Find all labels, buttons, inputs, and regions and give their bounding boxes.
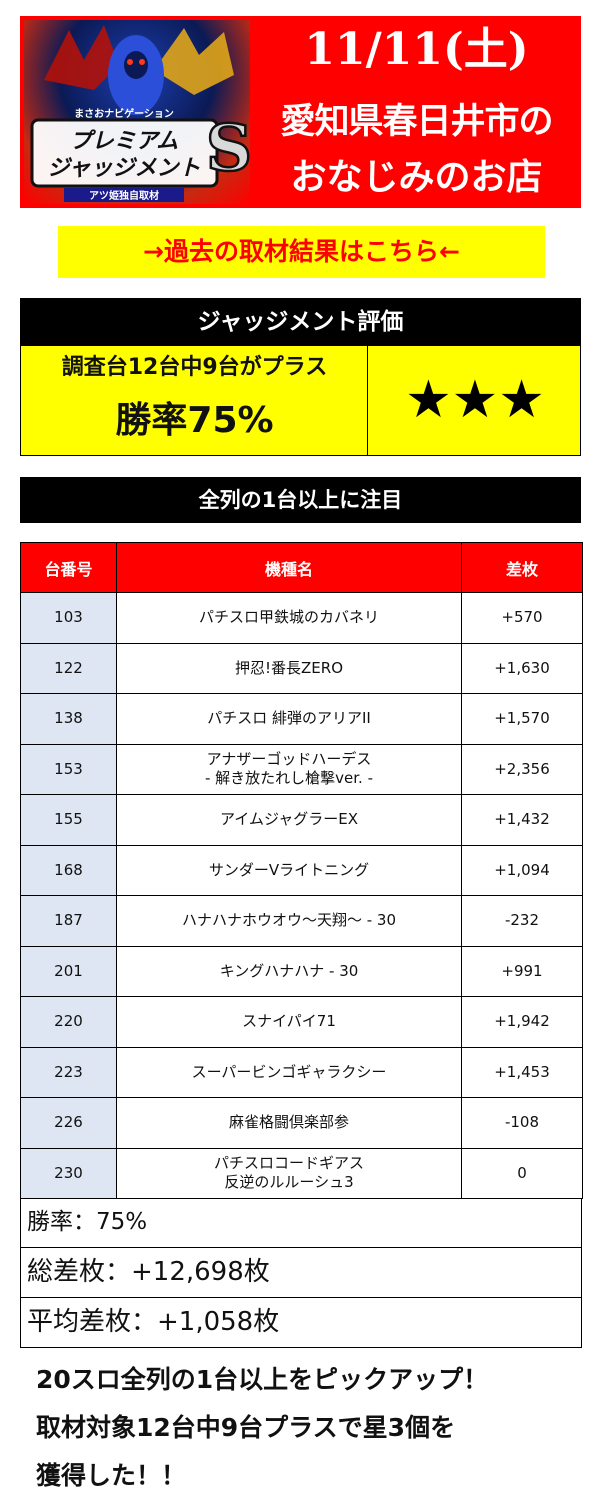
premium-judgment-logo: まさおナビゲーション プレミアム ジャッジメント S アツ姫独自取材 [24, 20, 250, 204]
footer-line-1: 20スロ全列の1台以上をピックアップ！ [36, 1365, 489, 1394]
coin-diff: +1,094 [461, 844, 583, 896]
coin-diff: +1,630 [461, 642, 583, 694]
star-rating-icon: ★★★ [405, 370, 545, 430]
coin-diff: +1,432 [461, 794, 583, 846]
machine-number: 220 [20, 996, 117, 1048]
table-row: 223 スーパービンゴギャラクシー +1,453 [20, 1046, 583, 1098]
machine-name-line1: パチスロコードギアス [213, 1154, 364, 1173]
header-machine-number: 台番号 [20, 542, 117, 593]
header-machine-name: 機種名 [116, 542, 462, 593]
machine-number: 103 [20, 592, 117, 644]
machine-number: 168 [20, 844, 117, 896]
footer-line-2: 取材対象12台中9台プラスで星3個を [36, 1413, 456, 1442]
machine-name: パチスロコードギアス 反逆のルルーシュ3 [116, 1147, 462, 1199]
machine-number: 122 [20, 642, 117, 694]
logo-small-text: まさおナビゲーション [74, 107, 174, 120]
machine-name-line2: - 解き放たれし槍撃ver. - [204, 769, 374, 788]
machine-name: 押忍!番長ZERO [116, 642, 462, 694]
machine-name: キングハナハナ - 30 [116, 945, 462, 997]
machine-name-line2: 反逆のルルーシュ3 [224, 1173, 354, 1192]
logo-title-2: ジャッジメント [48, 156, 201, 181]
machine-number: 153 [20, 743, 117, 795]
coin-diff: +1,453 [461, 1046, 583, 1098]
coin-diff: -108 [461, 1097, 583, 1149]
logo-s-mark: S [206, 111, 250, 186]
machine-name: パチスロ甲鉄城のカバネリ [116, 592, 462, 644]
summary-total-diff: 総差枚：+12,698枚 [20, 1248, 582, 1298]
machine-name: アナザーゴッドハーデス - 解き放たれし槍撃ver. - [116, 743, 462, 795]
machine-name: スーパービンゴギャラクシー [116, 1046, 462, 1098]
past-results-link[interactable]: →過去の取材結果はこちら← [58, 226, 545, 278]
table-row: 155 アイムジャグラーEX +1,432 [20, 794, 583, 846]
machine-number: 201 [20, 945, 117, 997]
event-date: 11/11(土) [304, 24, 529, 75]
header-diff: 差枚 [461, 542, 583, 593]
machine-name-line1: アナザーゴッドハーデス [206, 750, 372, 769]
machine-number: 187 [20, 895, 117, 947]
coin-diff: +2,356 [461, 743, 583, 795]
summary-win-rate: 勝率：75% [20, 1198, 582, 1248]
machine-name: 麻雀格闘倶楽部参 [116, 1097, 462, 1149]
logo-artwork: まさおナビゲーション プレミアム ジャッジメント S アツ姫独自取材 [30, 25, 250, 202]
machine-number: 155 [20, 794, 117, 846]
coin-diff: +991 [461, 945, 583, 997]
footer-line-3: 獲得した！！ [36, 1461, 187, 1490]
machine-name: パチスロ 緋弾のアリアII [116, 693, 462, 745]
table-row: 168 サンダーVライトニング +1,094 [20, 844, 583, 896]
table-row: 138 パチスロ 緋弾のアリアII +1,570 [20, 693, 583, 745]
summary-average-diff: 平均差枚：+1,058枚 [20, 1298, 582, 1348]
machine-number: 138 [20, 693, 117, 745]
coin-diff: +1,570 [461, 693, 583, 745]
machine-number: 230 [20, 1147, 117, 1199]
evaluation-box: 調査台12台中9台がプラス 勝率75% ★★★ [20, 346, 581, 456]
coin-diff: +1,942 [461, 996, 583, 1048]
logo-subtitle: アツ姫独自取材 [89, 189, 159, 202]
evaluation-summary: 調査台12台中9台がプラス 勝率75% [21, 346, 368, 455]
table-row: 122 押忍!番長ZERO +1,630 [20, 642, 583, 694]
coin-diff: -232 [461, 895, 583, 947]
store-line: おなじみのお店 [290, 157, 543, 198]
table-row: 220 スナイパイ71 +1,942 [20, 996, 583, 1048]
coin-diff: 0 [461, 1147, 583, 1199]
table-row: 226 麻雀格闘倶楽部参 -108 [20, 1097, 583, 1149]
machine-name: ハナハナホウオウ～天翔～ - 30 [116, 895, 462, 947]
table-header-row: 台番号 機種名 差枚 [20, 542, 583, 593]
location-line: 愛知県春日井市の [280, 102, 553, 142]
table-row: 103 パチスロ甲鉄城のカバネリ +570 [20, 592, 583, 644]
table-row: 230 パチスロコードギアス 反逆のルルーシュ3 0 [20, 1147, 583, 1199]
evaluation-plus-count: 調査台12台中9台がプラス [61, 355, 328, 380]
machine-number: 226 [20, 1097, 117, 1149]
table-row: 153 アナザーゴッドハーデス - 解き放たれし槍撃ver. - +2,356 [20, 743, 583, 795]
machine-number: 223 [20, 1046, 117, 1098]
header-banner: まさおナビゲーション プレミアム ジャッジメント S アツ姫独自取材 11/11… [20, 16, 581, 208]
table-row: 187 ハナハナホウオウ～天翔～ - 30 -232 [20, 895, 583, 947]
logo-title-1: プレミアム [70, 129, 178, 154]
focus-heading: 全列の1台以上に注目 [20, 477, 581, 523]
evaluation-header: ジャッジメント評価 [20, 298, 581, 346]
machine-name: サンダーVライトニング [116, 844, 462, 896]
table-row: 201 キングハナハナ - 30 +991 [20, 945, 583, 997]
machine-name: スナイパイ71 [116, 996, 462, 1048]
evaluation-win-rate: 勝率75% [115, 400, 274, 441]
results-table: 台番号 機種名 差枚 103 パチスロ甲鉄城のカバネリ +570 122 押忍!… [20, 542, 583, 1199]
machine-name: アイムジャグラーEX [116, 794, 462, 846]
coin-diff: +570 [461, 592, 583, 644]
